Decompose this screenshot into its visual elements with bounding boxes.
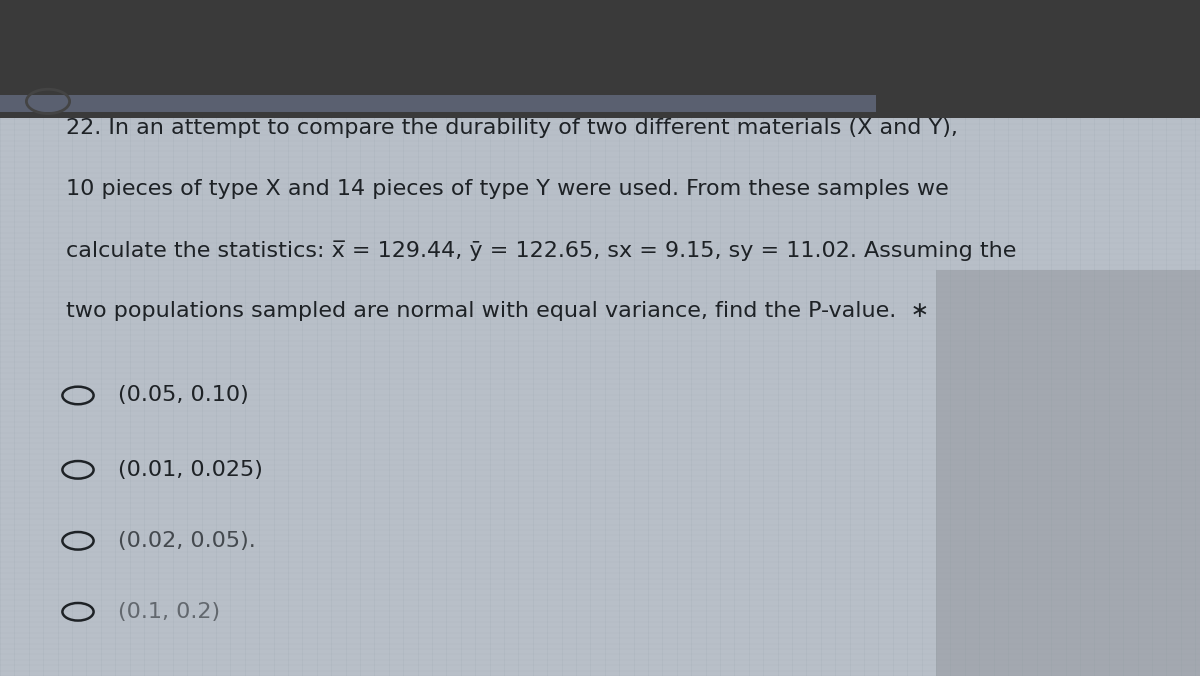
Text: calculate the statistics: x̅ = 129.44, ȳ = 122.65, sx = 9.15, sy = 11.02. Assumi: calculate the statistics: x̅ = 129.44, ȳ… [66, 240, 1016, 261]
Bar [936, 270, 1200, 676]
Text: (0.01, 0.025): (0.01, 0.025) [118, 460, 263, 480]
Text: (0.02, 0.05).: (0.02, 0.05). [118, 531, 256, 551]
Text: two populations sampled are normal with equal variance, find the P-value.  ∗: two populations sampled are normal with … [66, 301, 929, 321]
Text: 10 pieces of type X and 14 pieces of type Y were used. From these samples we: 10 pieces of type X and 14 pieces of typ… [66, 179, 949, 199]
Bar [0, 95, 876, 112]
Text: (0.05, 0.10): (0.05, 0.10) [118, 385, 248, 406]
Text: 22. In an attempt to compare the durability of two different materials (X and Y): 22. In an attempt to compare the durabil… [66, 118, 958, 139]
Text: (0.1, 0.2): (0.1, 0.2) [118, 602, 220, 622]
Bar [0, 0, 1200, 118]
